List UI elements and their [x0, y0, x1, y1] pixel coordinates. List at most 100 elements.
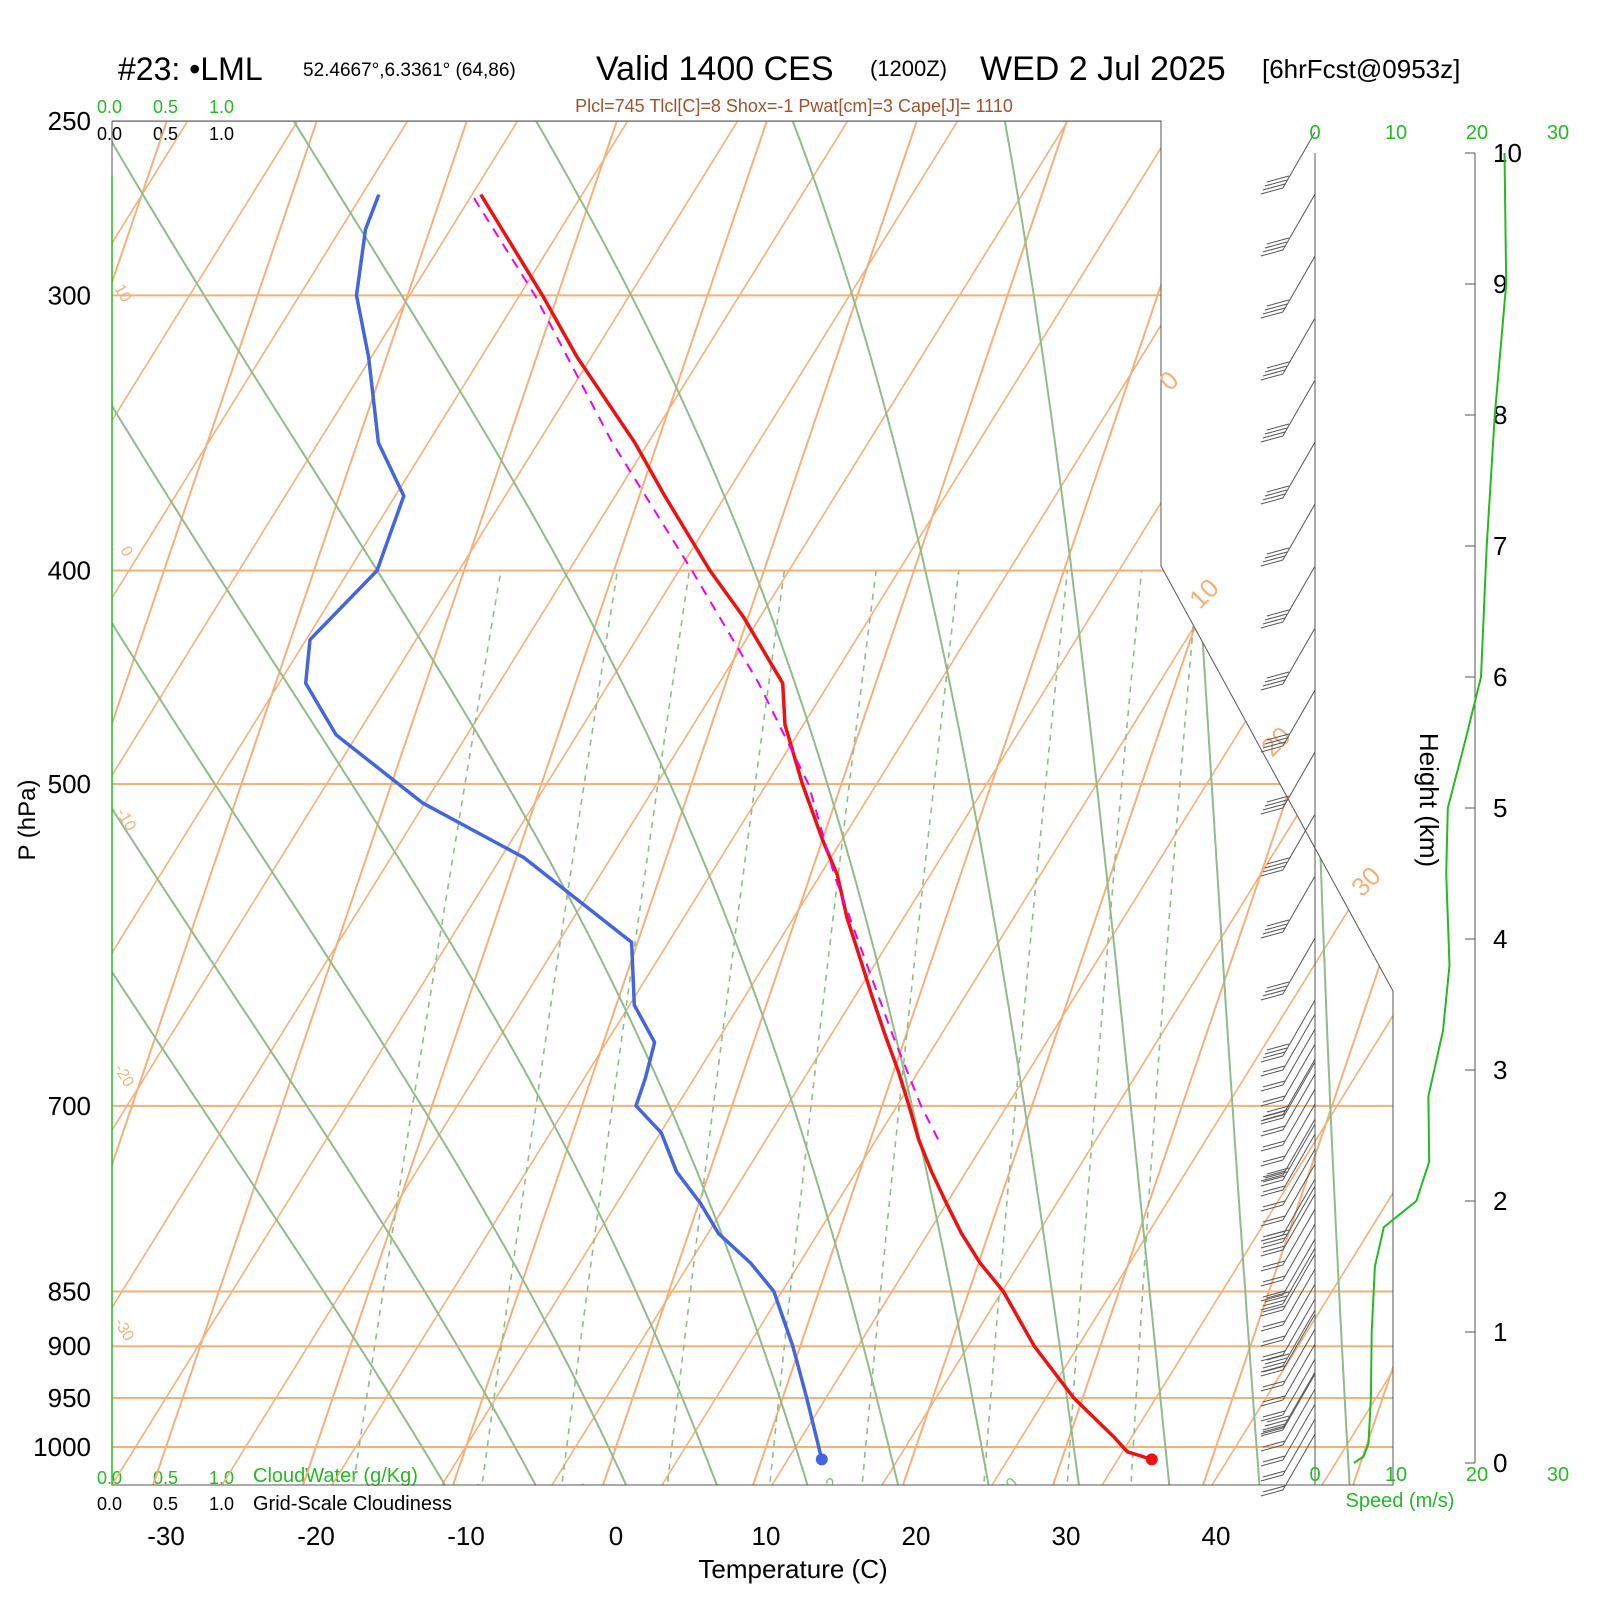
- isotherm-label: -30: [111, 1316, 137, 1345]
- wind-barb: [1260, 131, 1316, 195]
- y-tick-label: 900: [48, 1331, 91, 1361]
- wind-barb: [1260, 1118, 1316, 1182]
- isotherm-label: 10: [1183, 573, 1225, 615]
- mixing-ratio-line: [768, 570, 877, 1485]
- top-black-1: 0.5: [153, 124, 178, 144]
- y-tick-label: 950: [48, 1383, 91, 1413]
- wind-barb: [1260, 1208, 1316, 1272]
- top-green-0: 0.0: [97, 97, 122, 117]
- wind-barb: [1260, 1433, 1316, 1497]
- wind-barb: [1260, 1073, 1316, 1137]
- x-tick-label: -10: [447, 1521, 485, 1551]
- valid-date: WED 2 Jul 2025: [980, 50, 1226, 88]
- top-cloud-legend: 0.0 0.5 1.0 0.0 0.5 1.0: [97, 97, 234, 144]
- top-black-2: 1.0: [209, 124, 234, 144]
- isotherm-label: 10: [111, 282, 135, 306]
- height-axis-title: Height (km): [1414, 733, 1444, 867]
- wind-barb: [1260, 1013, 1316, 1077]
- wind-barb: [1260, 1043, 1316, 1107]
- height-tick-label: 0: [1493, 1448, 1507, 1478]
- x-tick-label: -20: [297, 1521, 335, 1551]
- wind-barb: [1260, 875, 1316, 939]
- height-tick-label: 10: [1493, 138, 1522, 168]
- zulu-time: (1200Z): [870, 56, 947, 81]
- y-tick-label: 500: [48, 769, 91, 799]
- dry-adiabat: [661, 121, 1393, 1485]
- moist-adiabat: [776, 121, 1082, 1485]
- dry-adiabat: [112, 121, 629, 1485]
- wind-barb: [1260, 441, 1316, 505]
- wind-barb: [1260, 1403, 1316, 1467]
- dry-adiabat: [112, 121, 409, 1485]
- forecast-info: [6hrFcst@0953z]: [1262, 54, 1460, 84]
- mixing-ratio-label: 5: [575, 1480, 594, 1501]
- wind-speed-profile: [1353, 152, 1508, 1464]
- height-tick-label: 2: [1493, 1186, 1507, 1216]
- cloudiness-label: Grid-Scale Cloudiness: [253, 1493, 452, 1515]
- height-tick-label: 7: [1493, 531, 1507, 561]
- speed-axis-title: Speed (m/s): [1346, 1490, 1455, 1512]
- moist-adiabat: [512, 121, 992, 1485]
- wind-barb: [1260, 1253, 1316, 1317]
- isotherm: [449, 121, 932, 1485]
- bottom-green-0: 0.0: [97, 1468, 122, 1488]
- wind-barb: [1260, 1328, 1316, 1392]
- speed-tick-label: 30: [1547, 122, 1569, 144]
- x-tick-label: 30: [1052, 1521, 1081, 1551]
- moist-adiabat: [112, 121, 451, 1485]
- wind-barb: [1260, 1028, 1316, 1092]
- y-axis-title: P (hPa): [14, 780, 41, 861]
- wind-barb: [1260, 937, 1316, 1001]
- wind-barb: [1260, 1123, 1316, 1187]
- mixing-ratio-line: [982, 570, 1069, 1485]
- temperature-profile: [479, 193, 1153, 1462]
- wind-barb: [1260, 1193, 1316, 1257]
- isotherm-label: -10: [113, 806, 139, 835]
- dewpoint-profile: [303, 193, 824, 1460]
- wind-barb: [1260, 1061, 1316, 1125]
- bottom-black-2: 1.0: [209, 1494, 234, 1514]
- isotherm: [299, 121, 782, 1485]
- wind-barb: [1260, 1223, 1316, 1287]
- isotherm: [112, 121, 332, 1485]
- y-tick-label: 850: [48, 1277, 91, 1307]
- moist-adiabat: [112, 121, 541, 1485]
- wind-barb: [1260, 1133, 1316, 1197]
- x-tick-label: 40: [1202, 1521, 1231, 1551]
- wind-barb: [1260, 1343, 1316, 1407]
- x-tick-label: -30: [147, 1521, 185, 1551]
- cloudwater-label: CloudWater (g/Kg): [253, 1465, 418, 1487]
- speed-tick-label: 30: [1547, 1464, 1569, 1486]
- mixing-ratio-label: 20: [995, 1474, 1022, 1501]
- x-tick-label: 0: [609, 1521, 623, 1551]
- top-green-2: 1.0: [209, 97, 234, 117]
- wind-barb: [1260, 1088, 1316, 1152]
- wind-barb: [1260, 1298, 1316, 1362]
- wind-barbs: [1260, 131, 1316, 1497]
- x-tick-label: 20: [902, 1521, 931, 1551]
- wind-barb: [1260, 1283, 1316, 1347]
- dry-adiabat: [771, 121, 1393, 1485]
- dry-adiabat: [331, 121, 1179, 1485]
- moist-adiabat: [112, 121, 722, 1485]
- wind-barb: [1260, 1358, 1316, 1422]
- height-tick-label: 9: [1493, 269, 1507, 299]
- valid-time: Valid 1400 CES: [596, 50, 834, 88]
- wind-barb: [1260, 627, 1316, 691]
- dry-adiabat: [112, 121, 519, 1485]
- moist-adiabat: [112, 121, 632, 1485]
- bottom-green-2: 1.0: [209, 1468, 234, 1488]
- skewt-grid: 1 2 3 5 8 12 20: [112, 121, 1393, 1501]
- top-green-1: 0.5: [153, 97, 178, 117]
- parcel-profile: [470, 194, 939, 1140]
- isotherm: [1199, 121, 1393, 1485]
- y-tick-label: 700: [48, 1091, 91, 1121]
- height-tick-label: 6: [1493, 662, 1507, 692]
- y-tick-label: 250: [48, 106, 91, 136]
- wind-barb: [1260, 689, 1316, 753]
- x-axis-title: Temperature (C): [698, 1554, 887, 1584]
- mixing-ratio-line: [665, 570, 786, 1485]
- moist-adiabat: [996, 121, 1172, 1485]
